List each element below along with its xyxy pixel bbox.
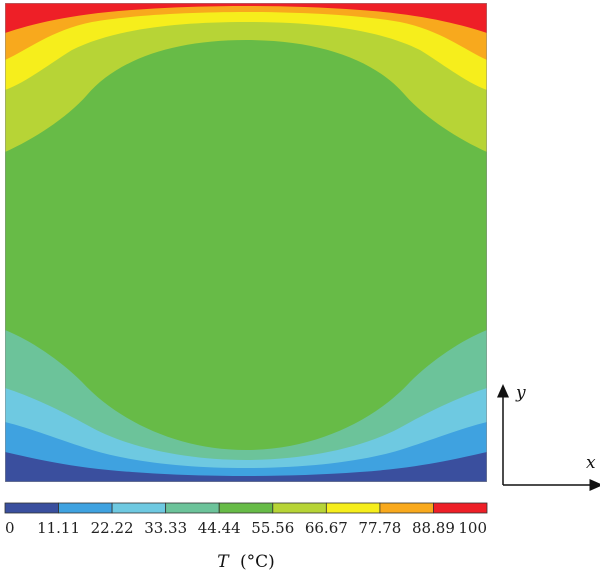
y-axis-label: y: [515, 383, 526, 403]
colorbar: [4, 502, 488, 514]
colorbar-tick-label: 11.11: [37, 519, 80, 537]
colorbar-segment: [4, 502, 59, 514]
colorbar-label: T (°C): [217, 552, 275, 572]
axes-indicator: y x: [497, 383, 600, 491]
colorbar-tick-label: 88.89: [412, 519, 455, 537]
colorbar-tick-label: 66.67: [305, 519, 348, 537]
contour-band-55-66: [5, 3, 487, 152]
contour-band-88-100: [5, 3, 487, 33]
colorbar-segment: [379, 502, 434, 514]
colorbar-tick-label: 55.56: [251, 519, 294, 537]
contour-band-0-11: [5, 452, 487, 482]
colorbar-segment: [433, 502, 488, 514]
contour-band-66-77: [5, 3, 487, 90]
colorbar-segment: [58, 502, 113, 514]
colorbar-segment: [111, 502, 167, 514]
contour-band-77-88: [5, 3, 487, 60]
colorbar-tick-label: 100: [458, 519, 487, 537]
colorbar-segment: [218, 502, 274, 514]
colorbar-segment: [325, 502, 381, 514]
colorbar-label-variable: T: [217, 552, 230, 572]
colorbar-tick-label: 0: [5, 519, 15, 537]
contour-plot: [5, 3, 487, 482]
colorbar-tick-label: 22.22: [91, 519, 134, 537]
colorbar-tick-label: 33.33: [144, 519, 187, 537]
colorbar-tick-label: 44.44: [198, 519, 241, 537]
colorbar-label-unit: (°C): [240, 552, 275, 572]
colorbar-tick-labels: 0 11.11 22.22 33.33 44.44 55.56 66.67 77.78 88.8…: [5, 519, 487, 537]
colorbar-segment: [165, 502, 220, 514]
x-axis-label: x: [586, 453, 596, 473]
colorbar-tick-label: 77.78: [358, 519, 401, 537]
colorbar-segment: [272, 502, 327, 514]
contour-band-11-22: [5, 422, 487, 482]
